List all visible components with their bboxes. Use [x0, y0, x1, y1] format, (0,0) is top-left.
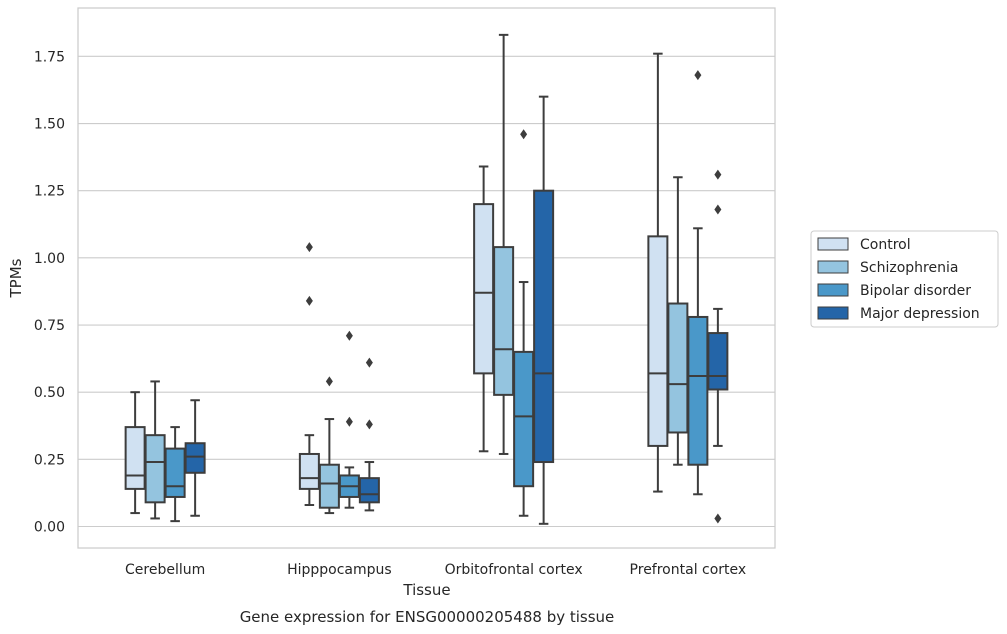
y-tick-label: 1.50	[34, 117, 65, 133]
box	[687, 315, 709, 466]
y-tick-label: 0.75	[34, 318, 65, 334]
outlier-point	[694, 70, 702, 81]
box	[184, 442, 206, 474]
y-tick-label: 1.25	[34, 184, 65, 200]
legend-swatch	[817, 260, 849, 274]
outlier-point	[305, 242, 313, 253]
outlier-point	[325, 376, 333, 387]
box-group	[318, 376, 340, 515]
box-group	[338, 330, 360, 509]
box-group	[707, 169, 729, 524]
legend: Control Schizophrenia Bipolar disorder Majo…	[810, 230, 999, 328]
box	[533, 189, 555, 464]
outlier-point	[714, 513, 722, 524]
box-group	[647, 52, 669, 493]
plot-frame	[77, 7, 776, 549]
box	[473, 203, 495, 375]
box-group	[667, 176, 689, 466]
legend-swatch	[817, 237, 849, 251]
box-group	[144, 380, 166, 520]
y-axis-label: TPMs	[7, 258, 25, 298]
box-group	[184, 399, 206, 517]
x-tick-label: Cerebellum	[125, 562, 205, 578]
box	[513, 350, 535, 488]
box	[493, 246, 515, 396]
x-tick-label: Hipppocampus	[287, 562, 392, 578]
box	[358, 477, 380, 504]
legend-frame	[810, 230, 999, 328]
x-tick-label: Orbitofrontal cortex	[445, 562, 583, 578]
box	[144, 434, 166, 504]
y-tick-label: 1.75	[34, 49, 65, 65]
outlier-point	[714, 169, 722, 180]
y-tick-label: 0.50	[34, 385, 65, 401]
x-tick-label: Prefrontal cortex	[630, 562, 747, 578]
y-tick-labels: 0.00 0.25 0.50 0.75 1.00 1.25 1.50 1.75	[34, 49, 65, 535]
box-group	[164, 426, 186, 523]
box-group	[687, 70, 709, 496]
box-groups	[124, 33, 729, 525]
outlier-point	[345, 416, 353, 427]
outlier-point	[305, 295, 313, 306]
outlier-point	[345, 330, 353, 341]
box	[318, 463, 340, 509]
legend-label: Major depression	[860, 306, 980, 322]
legend-label: Schizophrenia	[860, 260, 958, 276]
box	[124, 426, 146, 490]
box	[164, 447, 186, 498]
box-group	[533, 95, 555, 525]
x-axis-label: Tissue	[402, 581, 450, 599]
box-group	[513, 129, 535, 517]
outlier-point	[365, 419, 373, 430]
box	[707, 332, 729, 391]
x-tick-labels: Cerebellum Hipppocampus Orbitofrontal cort…	[125, 562, 746, 578]
y-tick-label: 1.00	[34, 251, 65, 267]
box-group	[298, 242, 320, 507]
box-group	[473, 165, 495, 453]
box-group	[493, 33, 515, 455]
box	[298, 452, 320, 490]
legend-label: Bipolar disorder	[860, 283, 971, 299]
box	[667, 302, 689, 434]
legend-label: Control	[860, 237, 911, 253]
box-group	[124, 391, 146, 515]
box	[647, 235, 669, 447]
y-tick-label: 0.25	[34, 452, 65, 468]
figure-caption: Gene expression for ENSG00000205488 by t…	[240, 608, 615, 626]
legend-swatch	[817, 283, 849, 297]
outlier-point	[714, 204, 722, 215]
outlier-point	[365, 357, 373, 368]
legend-swatch	[817, 306, 849, 320]
y-tick-label: 0.00	[34, 520, 65, 536]
box-group	[358, 357, 380, 512]
outlier-point	[520, 129, 528, 140]
